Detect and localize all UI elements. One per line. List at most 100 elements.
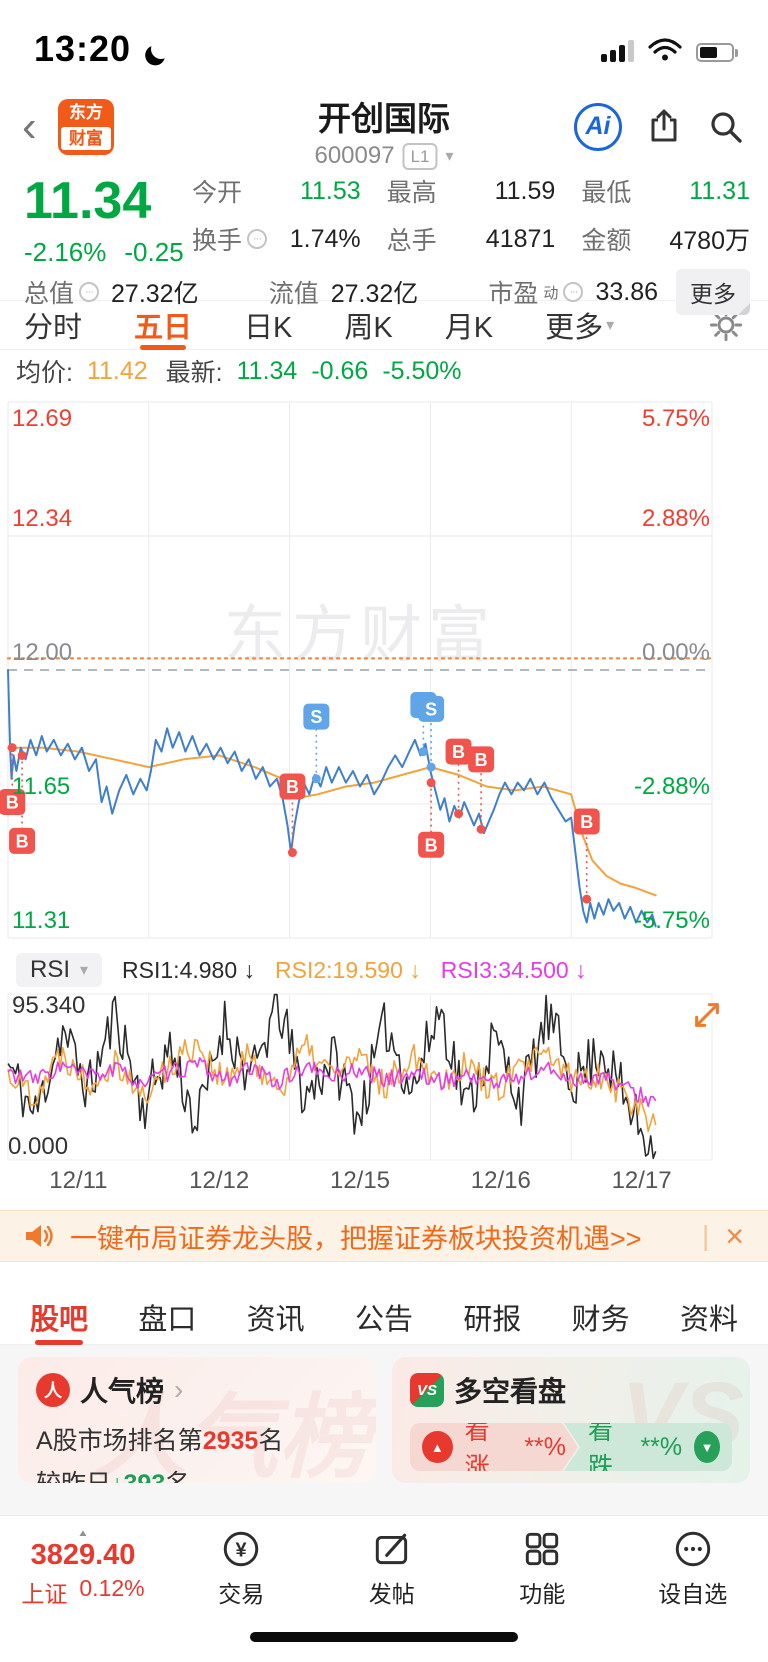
indicator-dropdown[interactable]: RSI ▾ — [16, 953, 103, 987]
bear-value: **% — [640, 1432, 683, 1461]
tab-label: 分时 — [24, 312, 83, 344]
chevron-down-icon: ▾ — [80, 962, 89, 979]
watermark: 东方财富 — [224, 601, 496, 670]
svg-text:¥: ¥ — [236, 1539, 247, 1561]
avg-label: 均价: — [16, 359, 73, 387]
watchlist-button[interactable]: 设自选 — [618, 1528, 768, 1609]
level-tag: L1 — [402, 142, 438, 170]
rsi-legend-item: RSI1:4.980 ↓ — [122, 956, 256, 983]
cards-row: 人气榜 人 人气榜 › A股市场排名第2935名 较昨日↓393名 VS VS … — [0, 1345, 768, 1495]
rsi-min-label: 0.000 — [8, 1133, 69, 1160]
tab-分时[interactable]: 分时 — [24, 300, 82, 350]
y-axis-percent-label: 0.00% — [641, 639, 710, 666]
search-icon[interactable] — [706, 107, 746, 147]
megaphone-icon — [26, 1225, 53, 1247]
index-quote-button[interactable]: ▲ 3829.40 上证 0.12% — [0, 1528, 166, 1609]
stat-label: 最低 — [581, 179, 632, 207]
svg-text:B: B — [475, 750, 488, 770]
rsi-chart[interactable]: 95.340 0.000 — [0, 990, 768, 1165]
more-circle-icon — [675, 1531, 710, 1566]
more-button[interactable]: 更多 — [676, 269, 750, 315]
tab-月K[interactable]: 月K — [445, 300, 493, 350]
trade-button[interactable]: ¥ 交易 — [166, 1528, 317, 1609]
section-tab-资讯[interactable]: 资讯 — [246, 1304, 305, 1336]
bear-pill[interactable]: 看跌 **% ▼ — [564, 1423, 732, 1471]
rsi-legend-item: RSI3:34.500 ↓ — [440, 956, 587, 983]
popularity-card[interactable]: 人气榜 人 人气榜 › A股市场排名第2935名 较昨日↓393名 — [18, 1357, 376, 1483]
stock-code-row[interactable]: 600097 L1 ▾ — [314, 142, 454, 170]
section-tab-研报[interactable]: 研报 — [463, 1304, 522, 1336]
bull-bear-card[interactable]: VS VS 多空看盘 ▲ 看涨 **% 看跌 **% ▼ — [392, 1357, 750, 1483]
rank-line: A股市场排名第2935名 — [36, 1427, 284, 1455]
vote-up-button[interactable]: ▲ — [422, 1431, 453, 1463]
back-button[interactable]: ‹ — [22, 101, 37, 151]
header-icons: Ai — [574, 102, 746, 151]
status-bar: 13:20 — [0, 0, 768, 88]
tab-五日[interactable]: 五日 — [134, 300, 192, 350]
stat-cell: 市盈动 ··· 33.86 — [488, 274, 658, 310]
five-day-chart[interactable]: 东方财富BBBSSSBBBB12.695.75%12.342.88%12.000… — [0, 392, 768, 950]
bull-bear-title: 多空看盘 — [454, 1376, 567, 1407]
quote-stats-row3: 总值 ··· 27.32亿 流值 27.32亿 市盈动 ··· 33.86 更多 — [0, 269, 768, 315]
info-icon[interactable]: ··· — [79, 282, 100, 302]
share-icon[interactable] — [644, 107, 684, 147]
stock-code: 600097 — [314, 142, 395, 169]
stat-value: 41871 — [485, 224, 556, 253]
down-arrow-icon: ↓ — [111, 1470, 124, 1483]
bull-label: 看涨 — [464, 1423, 490, 1471]
expand-icon[interactable] — [692, 1000, 722, 1030]
latest-change: -0.66 — [311, 356, 369, 385]
rank-value: 2935 — [202, 1427, 259, 1455]
chart-period-tabs: 分时 五日 日K 周K 月K 更多 ▾ — [0, 300, 768, 350]
delta-value: 393 — [124, 1470, 166, 1483]
section-tab-公告[interactable]: 公告 — [354, 1304, 413, 1336]
functions-button[interactable]: 功能 — [467, 1528, 618, 1609]
compose-icon — [375, 1533, 407, 1564]
x-axis-date: 12/17 — [611, 1167, 672, 1194]
y-axis-percent-label: 2.88% — [641, 505, 710, 532]
section-tab-资料[interactable]: 资料 — [679, 1304, 738, 1336]
ai-button[interactable]: Ai — [574, 102, 622, 151]
y-axis-price-label: 12.34 — [12, 505, 73, 532]
info-icon[interactable]: ··· — [247, 229, 268, 249]
index-name: 上证 — [21, 1580, 68, 1607]
wifi-icon — [648, 38, 682, 61]
banner-link[interactable]: 一键布局证券龙头股，把握证券板块投资机遇>> — [70, 1223, 642, 1254]
stat-label: 总手 — [386, 227, 437, 255]
chevron-right-icon: › — [174, 1374, 184, 1405]
y-axis-percent-label: 5.75% — [641, 405, 710, 432]
bull-pill[interactable]: ▲ 看涨 **% — [410, 1423, 578, 1471]
stat-cell: 最低 11.31 — [581, 173, 750, 209]
chevron-down-icon: ▾ — [445, 148, 454, 165]
index-percent: 0.12% — [79, 1574, 145, 1601]
tab-label: 周K — [344, 312, 393, 344]
tab-更多[interactable]: 更多 ▾ — [545, 300, 614, 350]
stat-label: 总值 ··· — [24, 274, 100, 310]
section-tab-股吧[interactable]: 股吧 — [30, 1290, 88, 1345]
home-indicator[interactable] — [250, 1632, 518, 1642]
section-tab-财务[interactable]: 财务 — [571, 1304, 630, 1336]
stat-cell: 今开 11.53 — [192, 173, 361, 209]
x-axis-date: 12/12 — [189, 1167, 250, 1194]
stat-label: 换手 ··· — [192, 221, 268, 257]
clock: 13:20 — [34, 28, 132, 69]
bull-value: **% — [524, 1432, 566, 1461]
y-axis-percent-label: -5.75% — [633, 907, 710, 934]
title-block: 开创国际 600097 L1 ▾ — [314, 92, 454, 170]
post-button[interactable]: 发帖 — [317, 1528, 468, 1609]
page-title: 开创国际 — [317, 100, 450, 137]
section-tab-盘口[interactable]: 盘口 — [138, 1304, 197, 1336]
tab-周K[interactable]: 周K — [344, 300, 392, 350]
moon-icon — [149, 37, 173, 61]
stat-value: 33.86 — [595, 277, 658, 306]
stat-label: 今开 — [192, 179, 243, 207]
stat-cell: 最高 11.59 — [387, 173, 556, 209]
stat-value: 27.32亿 — [330, 280, 419, 308]
stat-label: 最高 — [386, 179, 437, 207]
price-block: 11.34 -2.16% -0.25 — [24, 173, 190, 268]
gear-icon[interactable] — [708, 307, 744, 343]
vote-down-button[interactable]: ▼ — [694, 1431, 720, 1463]
tab-日K[interactable]: 日K — [244, 300, 292, 350]
close-icon[interactable]: × — [725, 1218, 744, 1254]
info-icon[interactable]: ··· — [563, 282, 584, 302]
